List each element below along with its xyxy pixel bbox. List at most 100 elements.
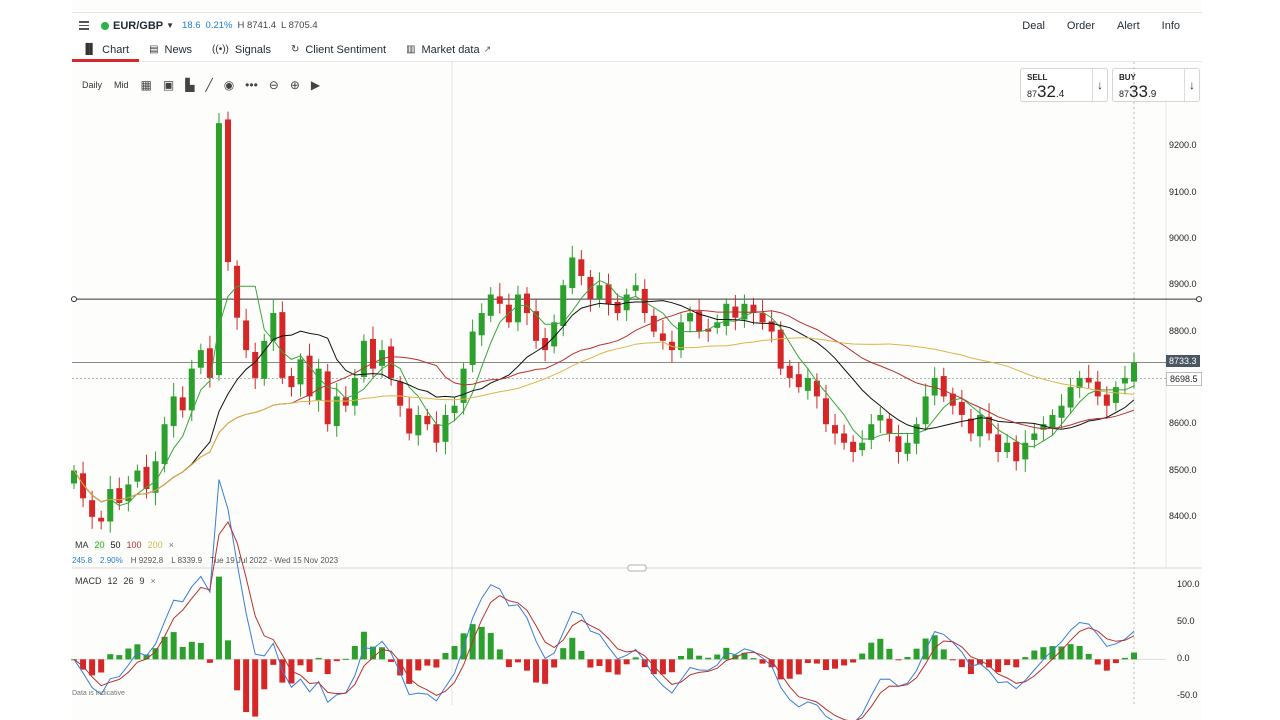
- trading-platform-panel: [72, 0, 1202, 720]
- candle-body: [261, 340, 268, 379]
- macd-histogram-bar: [107, 654, 114, 660]
- macd-histogram-bar: [1004, 659, 1011, 666]
- candle-body: [822, 398, 829, 425]
- ma200-toggle[interactable]: 200: [147, 540, 163, 550]
- close-icon[interactable]: ×: [168, 540, 174, 550]
- visibility-icon[interactable]: ◉: [223, 78, 235, 92]
- candle-body: [850, 441, 857, 452]
- tab-label: Market data: [421, 43, 480, 56]
- macd-histogram-bar: [768, 659, 775, 668]
- macd-axis-label: 50.0: [1177, 616, 1195, 627]
- candle-body: [415, 414, 422, 436]
- sell-button[interactable]: SELL 8732.4 ↓: [1020, 68, 1108, 102]
- tab-news[interactable]: ▤ News: [139, 38, 202, 61]
- buy-price: 8733.9: [1119, 82, 1157, 101]
- tab-client-sentiment[interactable]: ↻ Client Sentiment: [281, 38, 396, 61]
- candle-body: [687, 313, 694, 322]
- zoom-in-icon[interactable]: ⊕: [289, 78, 300, 92]
- tab-market-data[interactable]: ▥ Market data ↗: [396, 38, 501, 61]
- macd-histogram-bar: [1094, 659, 1101, 665]
- macd-histogram-bar: [868, 642, 875, 660]
- macd-histogram-bar: [333, 659, 340, 662]
- candle-body: [306, 355, 313, 397]
- candle-body: [1067, 387, 1074, 408]
- template-icon[interactable]: ▣: [162, 78, 175, 92]
- draw-icon[interactable]: ╱: [205, 78, 213, 92]
- macd-slow: 26: [123, 576, 134, 586]
- macd-histogram-bar: [170, 632, 177, 660]
- candle-body: [668, 341, 675, 351]
- candle-body: [397, 381, 404, 406]
- tab-chart[interactable]: ▐▌ Chart: [72, 38, 140, 62]
- order-button[interactable]: Order: [1066, 19, 1096, 32]
- macd-histogram-bar: [415, 659, 422, 671]
- arrow-down-icon: ↓: [1184, 69, 1199, 101]
- play-icon[interactable]: ▶: [310, 78, 321, 92]
- sell-label: SELL: [1027, 73, 1048, 82]
- macd-histogram-bar: [433, 659, 440, 668]
- chevron-down-icon[interactable]: ▼: [166, 21, 175, 30]
- candle-body: [1058, 405, 1065, 418]
- buy-button[interactable]: BUY 8733.9 ↓: [1112, 68, 1200, 102]
- interval-selector[interactable]: Daily: [82, 80, 103, 90]
- alert-button[interactable]: Alert: [1117, 19, 1140, 32]
- deal-button[interactable]: Deal: [1022, 19, 1045, 32]
- candle-body: [560, 285, 567, 327]
- candle-body: [279, 312, 286, 378]
- candle-body: [379, 350, 386, 366]
- candle-body: [1031, 433, 1038, 440]
- ma100-toggle[interactable]: 100: [126, 540, 142, 550]
- instrument-header: EUR/GBP ▼ 18.6 0.21% H 8741.4 L 8705.4 D…: [72, 12, 1202, 39]
- macd-histogram-bar: [750, 658, 757, 660]
- macd-histogram-bar: [252, 659, 259, 717]
- candle-body: [723, 303, 730, 327]
- macd-histogram-bar: [406, 659, 413, 684]
- candle-body: [234, 265, 241, 318]
- range-change: 245.8: [72, 556, 93, 565]
- macd-histogram-bar: [678, 655, 685, 660]
- signals-icon: ((•)): [212, 44, 229, 55]
- macd-histogram-bar: [659, 659, 666, 675]
- ma50-toggle[interactable]: 50: [110, 540, 121, 550]
- ma20-toggle[interactable]: 20: [94, 540, 105, 550]
- candle-body: [252, 351, 259, 378]
- macd-histogram-bar: [668, 659, 675, 673]
- candle-body: [877, 414, 884, 421]
- range-high: H 9292.8: [130, 556, 164, 565]
- macd-histogram-bar: [270, 659, 277, 665]
- macd-histogram-bar: [786, 659, 793, 679]
- macd-histogram-bar: [206, 659, 213, 663]
- menu-icon[interactable]: [79, 21, 89, 30]
- candle-body: [170, 396, 177, 427]
- zoom-out-icon[interactable]: ⊖: [268, 78, 279, 92]
- indicators-icon[interactable]: ▙: [185, 78, 195, 92]
- macd-histogram-bar: [179, 646, 186, 660]
- candle-body: [270, 313, 277, 341]
- candle-body: [578, 259, 585, 276]
- close-icon[interactable]: ×: [150, 576, 156, 586]
- candle-body: [795, 374, 802, 388]
- macd-histogram-bar: [578, 650, 585, 660]
- candle-body: [804, 377, 811, 391]
- info-button[interactable]: Info: [1161, 19, 1180, 32]
- ma-label: MA: [75, 540, 89, 550]
- macd-histogram-bar: [1058, 646, 1065, 660]
- candle-body: [1131, 362, 1137, 382]
- live-status-dot: [101, 21, 109, 30]
- candle-body: [1094, 381, 1101, 397]
- more-icon[interactable]: •••: [245, 78, 258, 92]
- macd-histogram-bar: [261, 659, 268, 690]
- price-axis-label: 8400.0: [1169, 510, 1197, 521]
- price-type-selector[interactable]: Mid: [114, 80, 129, 90]
- chart-type-icon[interactable]: ▦: [140, 78, 152, 92]
- instrument-name[interactable]: EUR/GBP: [113, 19, 164, 32]
- tab-signals[interactable]: ((•)) Signals: [202, 38, 281, 61]
- macd-histogram-bar: [886, 648, 893, 660]
- news-icon: ▤: [149, 44, 159, 55]
- macd-histogram-bar: [478, 626, 485, 660]
- candle-body: [976, 414, 983, 437]
- price-axis-label: 8600.0: [1169, 418, 1197, 429]
- candle-body: [161, 424, 168, 465]
- candle-body: [433, 424, 440, 443]
